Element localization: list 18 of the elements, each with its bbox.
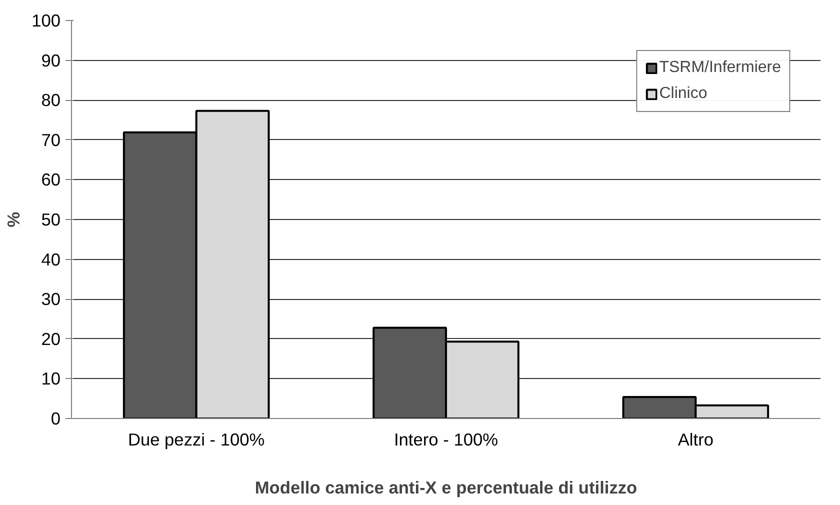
y-tick-label: 10: [41, 368, 61, 389]
legend-label: TSRM/Infermiere: [659, 59, 781, 77]
y-tick-label: 30: [41, 289, 61, 310]
y-tick-label: 20: [41, 328, 61, 349]
y-tick-label: 40: [41, 249, 61, 270]
y-tick-label: 0: [50, 408, 61, 428]
x-tick-label: Intero - 100%: [394, 430, 498, 450]
y-tick-label: 80: [41, 90, 61, 110]
x-axis-title: Modello camice anti-X e percentuale di utilizzo: [254, 478, 638, 498]
y-axis-title: %: [4, 212, 24, 228]
y-tick-label: 70: [41, 130, 61, 150]
legend-label: Clinico: [659, 85, 708, 103]
y-tick-label: 90: [41, 50, 61, 70]
x-tick-label: Altro: [678, 430, 714, 450]
y-tick-label: 50: [41, 210, 61, 230]
y-tick-label: 60: [41, 170, 61, 190]
y-tick-label: 100: [32, 10, 61, 30]
x-tick-label: Due pezzi - 100%: [128, 430, 265, 450]
